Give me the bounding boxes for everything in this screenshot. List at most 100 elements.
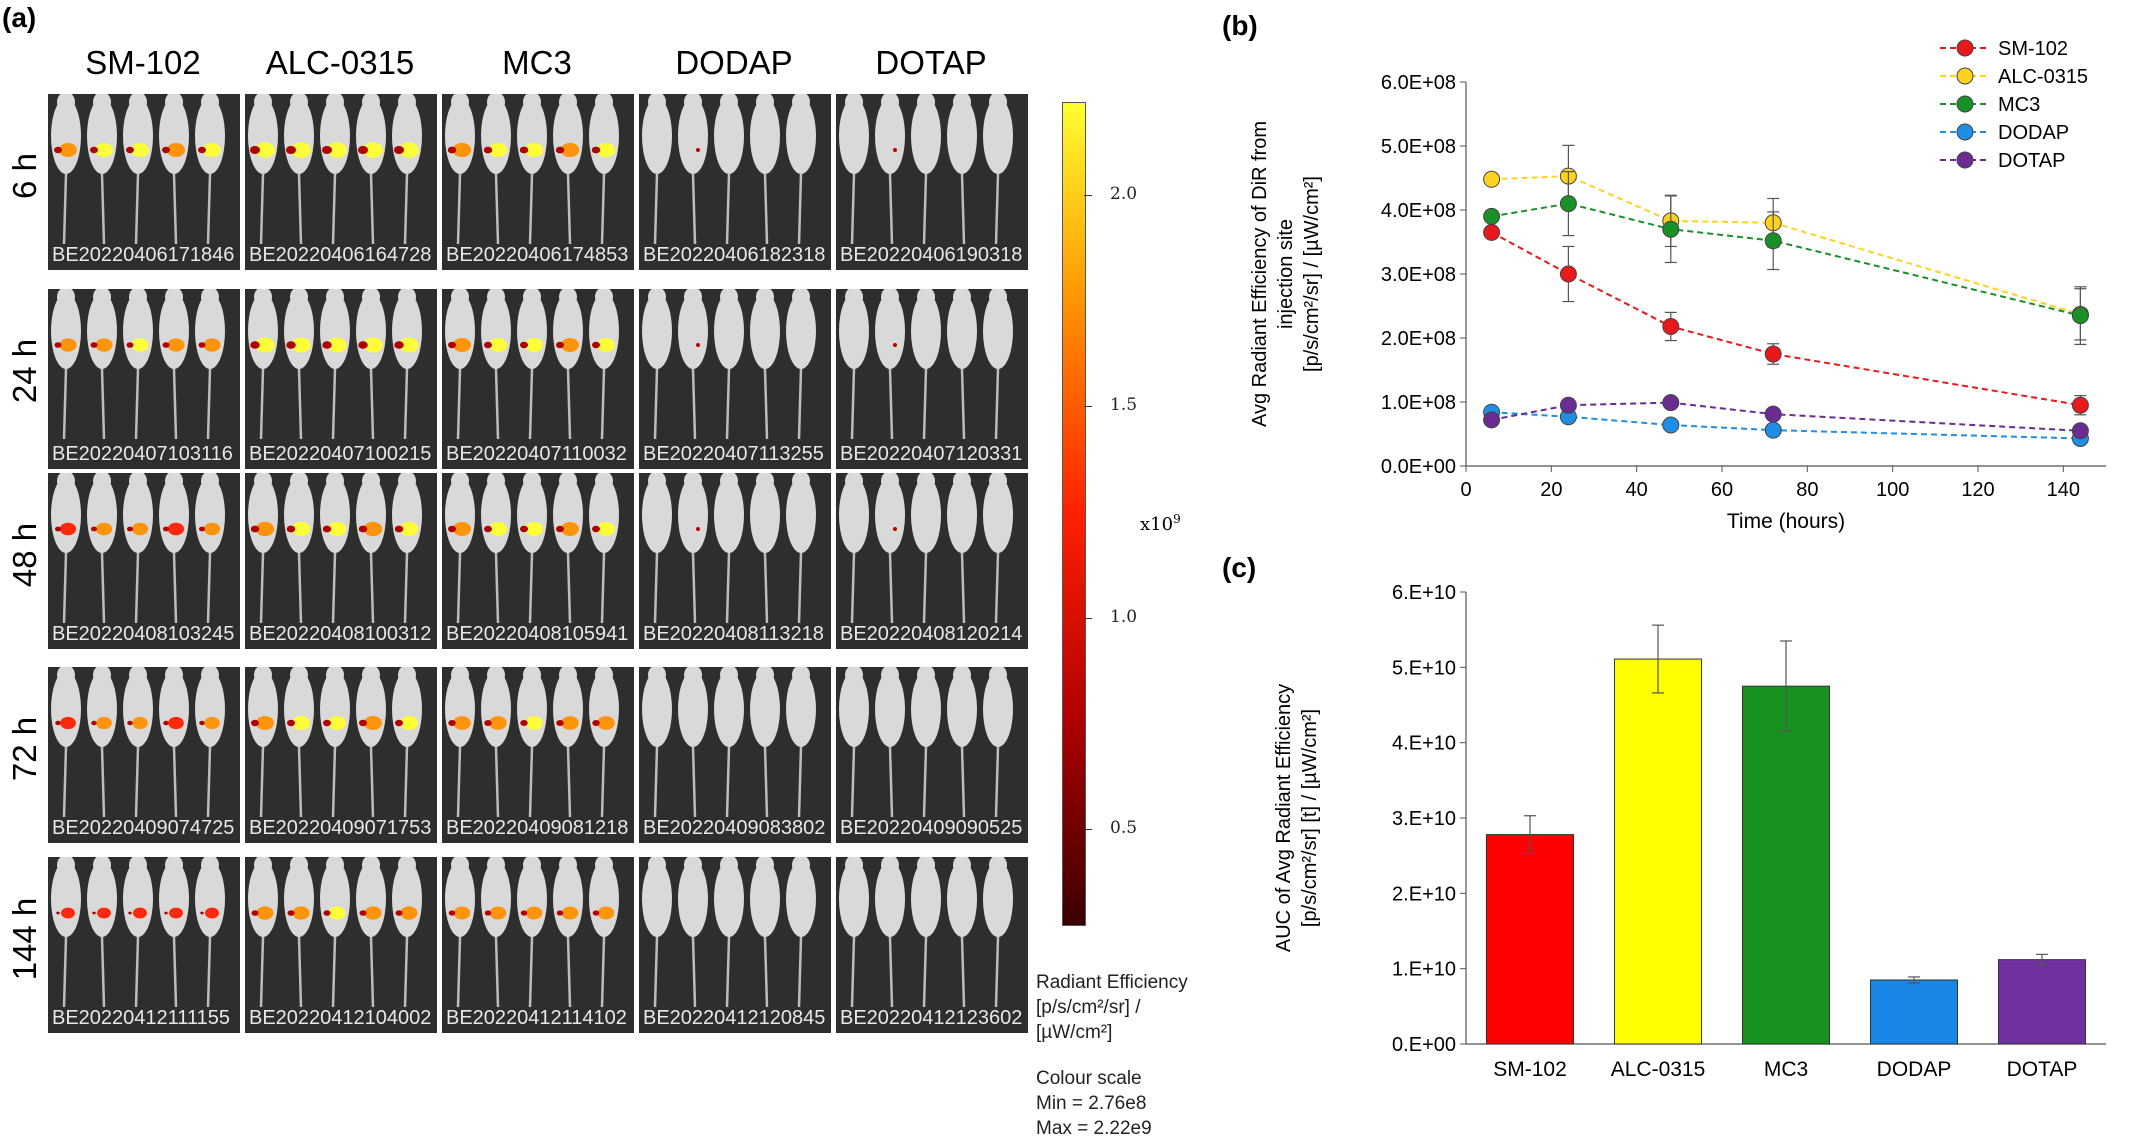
x-tick-label: 40	[1626, 479, 1648, 501]
fluorescence-signal	[364, 716, 382, 730]
image-id: BE20220407120331	[840, 443, 1023, 465]
mouse-body	[642, 477, 672, 553]
mouse-body	[642, 98, 672, 174]
bar-dotap	[1997, 959, 2087, 1045]
fluorescence-signal	[597, 338, 615, 352]
legend-marker	[1956, 39, 1974, 57]
mouse-image-tile: BE20220409090525	[836, 667, 1028, 843]
mouse-body	[51, 671, 81, 747]
fluorescence-signal	[453, 338, 471, 352]
fluorescence-signal	[96, 716, 112, 730]
mice-image	[642, 857, 816, 1008]
fluorescence-signal	[525, 522, 543, 536]
fluorescence-signal	[399, 521, 419, 537]
mice-image	[445, 94, 619, 245]
mouse-image-tile: BE20220412111155	[48, 857, 240, 1033]
y-tick-label: 1.E+10	[1392, 959, 1456, 981]
mouse-body	[642, 671, 672, 747]
mouse-body	[87, 477, 117, 553]
fluorescence-signal	[60, 716, 76, 730]
bar-group: SM-102	[1485, 815, 1575, 1081]
mouse-body	[123, 861, 153, 937]
x-tick-label: 0	[1460, 479, 1471, 501]
fluorescence-signal	[169, 907, 183, 919]
bar-chart: 0.E+00 1.E+10 2.E+10 3.E+10 4.E+10 5.E+10 6.E+…	[1273, 582, 2106, 1081]
mouse-body	[911, 293, 941, 369]
data-point	[1559, 396, 1577, 414]
column-header: DOTAP	[875, 44, 987, 81]
x-tick-label: ALC-0315	[1611, 1058, 1706, 1081]
mouse-body	[839, 861, 869, 937]
colorbar-caption: Radiant Efficiency [p/s/cm²/sr] / [µW/cm…	[1036, 972, 1188, 1043]
fluorescence-signal	[399, 337, 419, 353]
mice-image	[642, 473, 816, 624]
data-point	[1483, 207, 1501, 225]
fluorescence-signal	[328, 906, 346, 920]
series-alc-0315	[1483, 144, 2089, 341]
image-id: BE20220407110032	[446, 443, 627, 465]
mice-image	[248, 289, 422, 440]
y-tick-label: 4.0E+08	[1381, 200, 1456, 222]
series-sm-102	[1483, 223, 2089, 416]
fluorescence-signal	[489, 522, 507, 536]
fluorescence-signal	[203, 522, 221, 536]
bar-group: MC3	[1741, 640, 1831, 1081]
mouse-body	[750, 861, 780, 937]
image-id: BE20220409081218	[446, 817, 629, 839]
mouse-image-tile: BE20220412104002	[245, 857, 437, 1033]
bar-group: DODAP	[1869, 976, 1959, 1081]
data-point	[1662, 220, 1680, 238]
image-id: BE20220406182318	[643, 244, 826, 266]
y-tick-label: 2.0E+08	[1381, 328, 1456, 350]
fluorescence-signal	[131, 143, 149, 157]
mouse-body	[51, 861, 81, 937]
mouse-body	[678, 98, 708, 174]
mouse-body	[911, 98, 941, 174]
mouse-body	[875, 98, 905, 174]
colorbar-tick-label: 1.0	[1110, 606, 1138, 627]
mouse-image-tile: BE20220412123602	[836, 857, 1028, 1033]
data-point	[1559, 195, 1577, 213]
colorbar-tick-label: 2.0	[1110, 184, 1138, 205]
row-header: 48 h	[6, 522, 43, 588]
image-id: BE20220407100215	[249, 443, 432, 465]
fluorescence-signal	[560, 142, 580, 158]
data-point	[1764, 345, 1782, 363]
mice-image	[51, 94, 225, 245]
fluorescence-signal	[363, 521, 383, 537]
data-point	[1764, 232, 1782, 250]
bar-group: ALC-0315	[1611, 624, 1706, 1081]
fluorescence-signal	[525, 906, 543, 920]
colorbar	[1062, 102, 1086, 926]
fluorescence-signal	[97, 907, 111, 919]
mouse-image-tile: BE20220406174853	[442, 94, 634, 270]
mouse-image-tile: BE20220412120845	[639, 857, 831, 1033]
image-id: BE20220406190318	[840, 244, 1023, 266]
series-dotap	[1483, 394, 2089, 440]
fluorescence-signal	[489, 716, 507, 730]
fluorescence-signal	[203, 143, 221, 157]
mouse-image-tile: BE20220408113218	[639, 473, 831, 649]
mice-image	[642, 289, 816, 440]
mouse-image-tile: BE20220412114102	[442, 857, 634, 1033]
mice-image	[248, 473, 422, 624]
mice-image	[642, 94, 816, 245]
fluorescence-signal	[292, 906, 310, 920]
mouse-body	[714, 293, 744, 369]
image-id: BE20220408120214	[840, 623, 1023, 645]
fluorescence-signal	[399, 142, 419, 158]
mouse-body	[875, 861, 905, 937]
row-header: 144 h	[6, 897, 43, 981]
mouse-body	[947, 293, 977, 369]
fluorescence-signal	[167, 338, 185, 352]
axes: 0.0E+00 1.0E+08 2.0E+08 3.0E+08 4.0E+08 5.0E+…	[1250, 72, 2106, 533]
data-point	[1662, 317, 1680, 335]
y-tick-label: 5.E+10	[1392, 657, 1456, 679]
mouse-body	[87, 861, 117, 937]
fluorescence-signal	[59, 338, 77, 352]
data-point	[1483, 411, 1501, 429]
x-tick-label: 60	[1711, 479, 1733, 501]
colorbar-tick	[1084, 195, 1092, 197]
mouse-body	[875, 293, 905, 369]
fluorescence-signal	[561, 716, 579, 730]
